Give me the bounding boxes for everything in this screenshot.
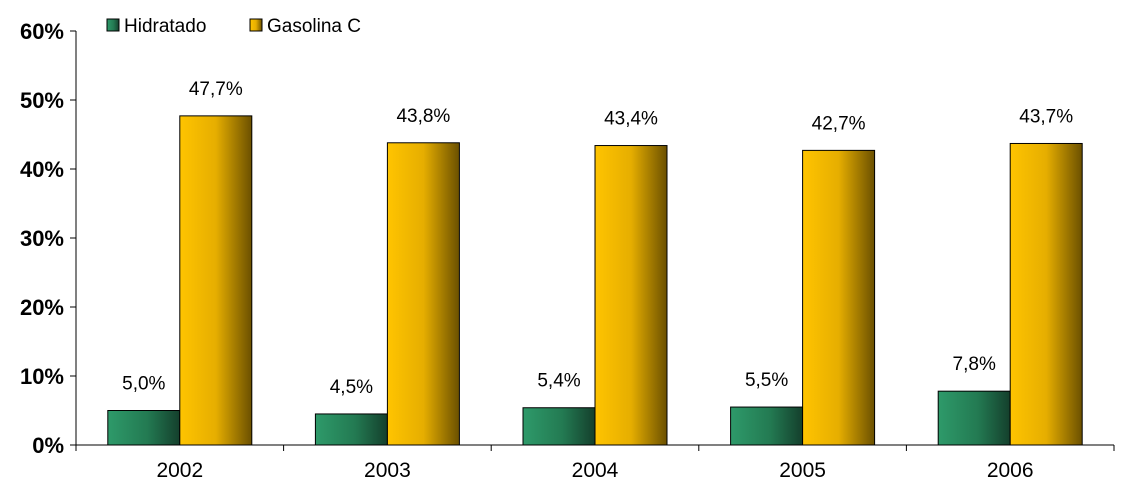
bar-hidratado-2005 bbox=[730, 406, 804, 446]
x-tick-label: 2003 bbox=[364, 459, 411, 482]
y-tick-label: 30% bbox=[20, 226, 64, 251]
bar-gasolina-c-2004 bbox=[594, 145, 668, 446]
bar-gasolina-c-2003 bbox=[386, 142, 460, 446]
data-labels: 5,0% 47,7% 4,5% 43,8% 5,4% 43,4% 5,5% 42,7% 7,8%… bbox=[122, 79, 1073, 398]
x-tick-label: 2004 bbox=[572, 459, 619, 482]
data-label-gasolina-c-2002: 47,7% bbox=[189, 79, 243, 100]
bar-hidratado-2003 bbox=[314, 413, 388, 446]
bar-gasolina-c-2006 bbox=[1009, 142, 1083, 446]
y-tick-label: 60% bbox=[20, 19, 64, 44]
x-tick-label: 2006 bbox=[987, 459, 1034, 482]
data-label-hidratado-2005: 5,5% bbox=[745, 370, 788, 391]
bar-gasolina-c-2005 bbox=[802, 149, 876, 446]
data-label-gasolina-c-2006: 43,7% bbox=[1019, 106, 1073, 127]
data-label-hidratado-2003: 4,5% bbox=[330, 377, 373, 398]
data-label-hidratado-2004: 5,4% bbox=[537, 371, 580, 392]
data-label-hidratado-2006: 7,8% bbox=[953, 354, 996, 375]
bars bbox=[107, 115, 1083, 446]
y-tick-label: 50% bbox=[20, 88, 64, 113]
data-label-gasolina-c-2004: 43,4% bbox=[604, 109, 658, 130]
legend-swatch-gasolina-c bbox=[249, 18, 263, 32]
legend-swatch-hidratado bbox=[106, 18, 120, 32]
legend-label-hidratado: Hidratado bbox=[124, 16, 206, 37]
bar-hidratado-2004 bbox=[522, 407, 596, 446]
legend-label-gasolina-c: Gasolina C bbox=[267, 16, 361, 37]
y-axis: 0% 10% 20% 30% 40% 50% 60% bbox=[20, 19, 77, 458]
x-axis: 2002 2003 2004 2005 2006 bbox=[75, 444, 1115, 482]
x-tick-label: 2002 bbox=[156, 459, 203, 482]
data-label-hidratado-2002: 5,0% bbox=[122, 374, 165, 395]
x-tick-label: 2005 bbox=[779, 459, 826, 482]
bar-gasolina-c-2002 bbox=[179, 115, 253, 446]
bar-hidratado-2002 bbox=[107, 410, 181, 446]
y-tick-label: 10% bbox=[20, 364, 64, 389]
data-label-gasolina-c-2005: 42,7% bbox=[812, 113, 866, 134]
legend: Hidratado Gasolina C bbox=[106, 16, 361, 37]
y-tick-label: 20% bbox=[20, 295, 64, 320]
data-label-gasolina-c-2003: 43,8% bbox=[396, 106, 450, 127]
y-tick-label: 40% bbox=[20, 157, 64, 182]
y-tick-label: 0% bbox=[32, 433, 64, 458]
bar-hidratado-2006 bbox=[937, 390, 1011, 446]
